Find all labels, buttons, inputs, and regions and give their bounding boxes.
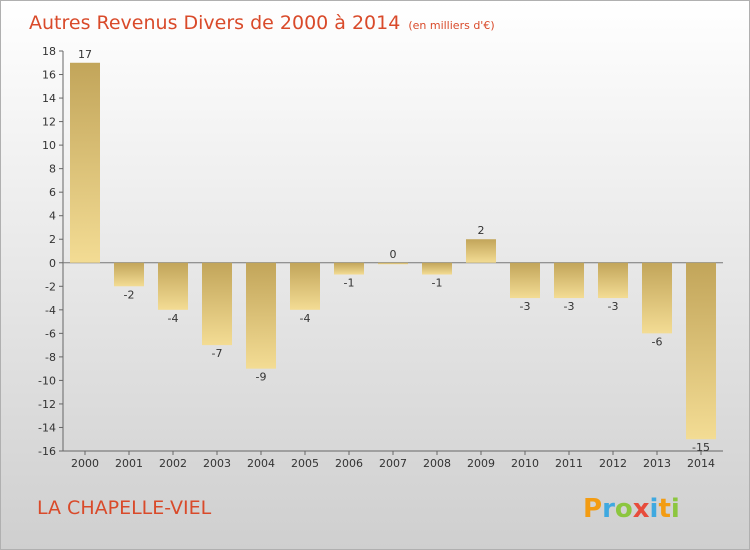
data-label-2009: 2 [478, 224, 485, 237]
x-tick-label: 2000 [71, 457, 99, 470]
brand-letter: i [650, 494, 659, 524]
y-tick-label: 10 [42, 139, 56, 152]
bar-2009 [466, 239, 496, 263]
x-tick-label: 2001 [115, 457, 143, 470]
y-tick-label: -10 [38, 374, 56, 387]
proxiti-logo: Proxiti [583, 494, 680, 524]
x-tick-label: 2009 [467, 457, 495, 470]
commune-name: LA CHAPELLE-VIEL [37, 497, 212, 519]
x-tick-label: 2008 [423, 457, 451, 470]
data-label-2001: -2 [124, 288, 135, 301]
y-tick-label: 0 [49, 257, 56, 270]
x-tick-label: 2014 [687, 457, 715, 470]
data-label-2008: -1 [432, 277, 443, 290]
data-label-2003: -7 [212, 347, 223, 360]
bar-2000 [70, 62, 100, 263]
brand-letter: t [658, 494, 670, 524]
data-label-2014: -15 [692, 441, 710, 454]
bar-2014 [686, 262, 716, 440]
y-tick-label: 14 [42, 92, 56, 105]
data-label-2002: -4 [168, 312, 179, 325]
chart-title: Autres Revenus Divers de 2000 à 2014 [29, 12, 400, 34]
x-tick-label: 2003 [203, 457, 231, 470]
chart-subtitle: (en milliers d'€) [408, 19, 494, 32]
y-tick-label: -8 [45, 351, 56, 364]
bar-2006 [334, 262, 364, 275]
brand-letter: i [671, 494, 680, 524]
bar-2012 [598, 262, 628, 299]
bar-2001 [114, 262, 144, 287]
x-tick-label: 2007 [379, 457, 407, 470]
data-label-2000: 17 [78, 48, 92, 61]
data-label-2007: 0 [390, 248, 397, 261]
bar-2010 [510, 262, 540, 299]
bar-2007 [378, 262, 408, 265]
data-label-2011: -3 [564, 300, 575, 313]
bar-2005 [290, 262, 320, 310]
data-label-2012: -3 [608, 300, 619, 313]
brand-letter: o [615, 494, 633, 524]
y-tick-label: -2 [45, 280, 56, 293]
bar-2004 [246, 262, 276, 369]
brand-letter: x [633, 494, 650, 524]
y-tick-label: -6 [45, 327, 56, 340]
y-tick-label: 6 [49, 186, 56, 199]
bar-2011 [554, 262, 584, 299]
data-label-2005: -4 [300, 312, 311, 325]
brand-letter: P [583, 494, 602, 524]
y-tick-label: 16 [42, 69, 56, 82]
x-axis-labels: 2000 2001 2002 2003 2004 2005 2006 2007 2008 2009… [71, 451, 715, 470]
bar-2002 [158, 262, 188, 310]
data-label-2013: -6 [652, 335, 663, 348]
y-tick-label: -4 [45, 304, 56, 317]
brand-wordmark: Proxiti [583, 494, 680, 524]
y-tick-label: -16 [38, 445, 56, 458]
y-tick-label: -14 [38, 421, 56, 434]
y-tick-label: 12 [42, 116, 56, 129]
x-tick-label: 2004 [247, 457, 275, 470]
x-tick-label: 2002 [159, 457, 187, 470]
y-tick-label: -12 [38, 398, 56, 411]
x-tick-label: 2011 [555, 457, 583, 470]
y-tick-label: 2 [49, 233, 56, 246]
data-label-2006: -1 [344, 277, 355, 290]
x-tick-label: 2012 [599, 457, 627, 470]
x-tick-label: 2010 [511, 457, 539, 470]
x-tick-label: 2013 [643, 457, 671, 470]
data-label-2004: -9 [256, 371, 267, 384]
bar-2003 [202, 262, 232, 346]
bar-2008 [422, 262, 452, 275]
data-label-2010: -3 [520, 300, 531, 313]
bar-series: 17 -2 -4 -7 -9 -4 -1 0 -1 2 -3 -3 -3 -6 -15 [70, 48, 716, 454]
brand-letter: r [602, 494, 615, 524]
y-tick-label: 8 [49, 163, 56, 176]
x-tick-label: 2006 [335, 457, 363, 470]
bar-2013 [642, 262, 672, 334]
y-tick-label: 18 [42, 45, 56, 58]
x-tick-label: 2005 [291, 457, 319, 470]
y-tick-label: 4 [49, 210, 56, 223]
